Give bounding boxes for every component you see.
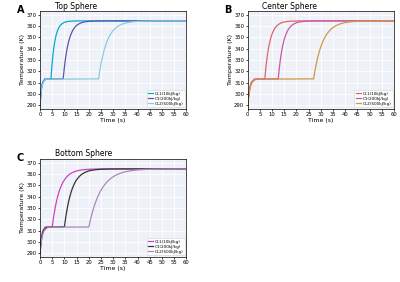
C1(200kJ/kg) [253,78,258,81]
C1(200kJ/kg) [360,19,365,23]
Text: B: B [224,5,232,16]
CL2(500kJ/kg) [184,19,189,23]
C1(200kJ/kg) [45,226,50,229]
Line: CL2(500kJ/kg): CL2(500kJ/kg) [40,169,186,254]
CL2(500kJ/kg) [184,167,189,171]
Line: C1(200kJ/kg): C1(200kJ/kg) [40,169,186,254]
C1(200kJ/kg) [109,167,114,171]
CL2(500kJ/kg) [153,168,158,171]
CL2(500kJ/kg) [45,226,50,229]
Line: C1(200kJ/kg): C1(200kJ/kg) [248,21,394,106]
C1(200kJ/kg) [180,167,184,171]
CL1(10kJ/kg) [38,253,42,256]
CL2(500kJ/kg) [38,253,42,256]
Legend: CL1(10kJ/kg), C1(200kJ/kg), CL2(500kJ/kg): CL1(10kJ/kg), C1(200kJ/kg), CL2(500kJ/kg… [354,90,393,107]
Line: C1(200kJ/kg): C1(200kJ/kg) [40,21,186,106]
Text: C: C [16,153,24,164]
CL2(500kJ/kg) [180,167,184,171]
Text: A: A [16,5,24,16]
Line: CL1(10kJ/kg): CL1(10kJ/kg) [248,21,394,106]
C1(200kJ/kg) [392,19,396,23]
C1(200kJ/kg) [109,19,114,23]
CL2(500kJ/kg) [105,180,110,183]
CL1(10kJ/kg) [184,167,189,171]
Line: CL2(500kJ/kg): CL2(500kJ/kg) [248,21,394,106]
CL1(10kJ/kg) [184,19,189,23]
Line: CL1(10kJ/kg): CL1(10kJ/kg) [40,21,186,106]
CL2(500kJ/kg) [180,19,184,23]
C1(200kJ/kg) [153,167,158,171]
CL2(500kJ/kg) [392,19,396,23]
C1(200kJ/kg) [387,19,392,23]
CL2(500kJ/kg) [360,19,365,23]
CL1(10kJ/kg) [312,19,317,23]
Line: CL2(500kJ/kg): CL2(500kJ/kg) [40,21,186,106]
C1(200kJ/kg) [316,19,321,23]
CL1(10kJ/kg) [316,19,321,23]
CL2(500kJ/kg) [105,39,110,43]
CL2(500kJ/kg) [38,105,42,108]
C1(200kJ/kg) [45,78,50,81]
Y-axis label: Temperature (K): Temperature (K) [228,34,233,85]
CL2(500kJ/kg) [387,19,392,23]
Line: CL1(10kJ/kg): CL1(10kJ/kg) [40,169,186,254]
CL1(10kJ/kg) [153,19,158,23]
CL1(10kJ/kg) [180,167,184,171]
CL1(10kJ/kg) [105,167,110,171]
C1(200kJ/kg) [105,19,110,23]
CL1(10kJ/kg) [387,19,392,23]
CL2(500kJ/kg) [312,69,317,72]
CL1(10kJ/kg) [38,105,42,108]
CL2(500kJ/kg) [387,19,392,23]
Legend: CL1(10kJ/kg), C1(200kJ/kg), CL2(500kJ/kg): CL1(10kJ/kg), C1(200kJ/kg), CL2(500kJ/kg… [147,238,185,255]
C1(200kJ/kg) [180,167,184,171]
CL2(500kJ/kg) [180,19,184,23]
C1(200kJ/kg) [105,167,110,171]
Text: Center Sphere: Center Sphere [262,1,317,10]
CL1(10kJ/kg) [109,167,114,171]
CL1(10kJ/kg) [180,19,184,23]
CL1(10kJ/kg) [387,19,392,23]
CL1(10kJ/kg) [392,19,396,23]
Text: Top Sphere: Top Sphere [55,1,97,10]
CL2(500kJ/kg) [45,78,50,81]
Y-axis label: Temperature (K): Temperature (K) [20,34,25,85]
CL1(10kJ/kg) [177,19,182,23]
Y-axis label: Temperature (K): Temperature (K) [20,182,25,233]
X-axis label: Time (s): Time (s) [308,118,334,124]
C1(200kJ/kg) [180,19,184,23]
X-axis label: Time (s): Time (s) [100,266,126,272]
C1(200kJ/kg) [184,19,189,23]
C1(200kJ/kg) [38,253,42,256]
Text: Bottom Sphere: Bottom Sphere [55,149,112,158]
CL1(10kJ/kg) [45,77,50,81]
CL1(10kJ/kg) [180,167,184,171]
Legend: CL1(10kJ/kg), C1(200kJ/kg), CL2(500kJ/kg): CL1(10kJ/kg), C1(200kJ/kg), CL2(500kJ/kg… [147,90,185,107]
C1(200kJ/kg) [312,19,317,23]
CL1(10kJ/kg) [180,19,184,23]
CL1(10kJ/kg) [45,225,50,229]
CL2(500kJ/kg) [153,19,158,23]
C1(200kJ/kg) [184,167,189,171]
CL1(10kJ/kg) [253,78,258,81]
CL2(500kJ/kg) [245,105,250,108]
CL1(10kJ/kg) [360,19,365,23]
CL2(500kJ/kg) [253,78,258,81]
CL1(10kJ/kg) [153,167,158,171]
C1(200kJ/kg) [38,105,42,108]
C1(200kJ/kg) [387,19,392,23]
CL2(500kJ/kg) [316,51,321,55]
CL1(10kJ/kg) [109,19,114,23]
CL1(10kJ/kg) [245,105,250,108]
CL2(500kJ/kg) [109,32,114,35]
X-axis label: Time (s): Time (s) [100,118,126,124]
C1(200kJ/kg) [153,19,158,23]
C1(200kJ/kg) [245,105,250,108]
CL2(500kJ/kg) [109,177,114,180]
CL2(500kJ/kg) [180,167,184,171]
C1(200kJ/kg) [180,19,184,23]
CL1(10kJ/kg) [105,19,110,23]
